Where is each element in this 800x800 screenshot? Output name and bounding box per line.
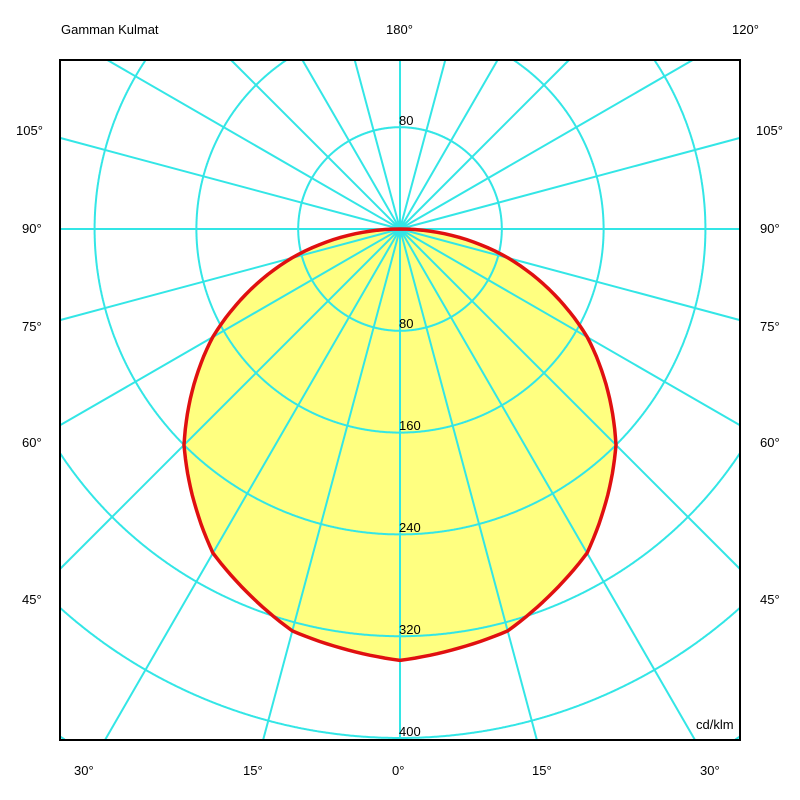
radial-tick-label: 400 bbox=[399, 724, 421, 739]
grid-ray bbox=[399, 228, 538, 741]
grid-circle bbox=[195, 59, 605, 434]
grid-ray bbox=[399, 228, 741, 322]
unit-label: cd/klm bbox=[696, 717, 734, 732]
grid-ray bbox=[301, 59, 401, 230]
bottom-angle-label: 15° bbox=[243, 763, 263, 778]
radial-tick-label: 160 bbox=[399, 418, 421, 433]
left-angle-label: 75° bbox=[22, 319, 42, 334]
grid-ray bbox=[59, 228, 401, 570]
chart-title: Gamman Kulmat bbox=[61, 22, 159, 37]
grid-ray bbox=[399, 59, 499, 230]
grid-ray bbox=[230, 59, 401, 230]
radial-tick-label: 80 bbox=[399, 113, 414, 128]
grid-ray bbox=[104, 228, 401, 741]
grid-circle bbox=[59, 607, 741, 739]
grid-ray bbox=[399, 228, 741, 570]
grid-ray bbox=[106, 59, 401, 230]
grid-ray bbox=[399, 59, 447, 230]
grid-ray bbox=[59, 228, 401, 322]
radial-tick-label: 240 bbox=[399, 520, 421, 535]
top-angle-label: 180° bbox=[386, 22, 413, 37]
grid-ray bbox=[59, 228, 401, 427]
right-angle-label: 105° bbox=[756, 123, 783, 138]
left-angle-label: 60° bbox=[22, 435, 42, 450]
bottom-angle-label: 0° bbox=[392, 763, 405, 778]
grid-circle bbox=[93, 59, 707, 536]
plot-area bbox=[59, 59, 741, 741]
intensity-curve bbox=[182, 227, 618, 663]
right-angle-label: 60° bbox=[760, 435, 780, 450]
grid-ray bbox=[399, 228, 696, 741]
bottom-angle-label: 15° bbox=[532, 763, 552, 778]
right-angle-label: 45° bbox=[760, 592, 780, 607]
left-angle-label: 45° bbox=[22, 592, 42, 607]
left-angle-label: 90° bbox=[22, 221, 42, 236]
top-right-angle-label: 120° bbox=[732, 22, 759, 37]
right-angle-label: 90° bbox=[760, 221, 780, 236]
bottom-angle-label: 30° bbox=[74, 763, 94, 778]
right-angle-label: 75° bbox=[760, 319, 780, 334]
grid-ray bbox=[59, 136, 401, 230]
grid-circle bbox=[59, 452, 741, 638]
grid-ray bbox=[399, 228, 741, 427]
left-angle-label: 105° bbox=[16, 123, 43, 138]
grid-ray bbox=[399, 59, 694, 230]
grid-ray bbox=[353, 59, 401, 230]
radial-tick-label: 80 bbox=[399, 316, 414, 331]
grid-ray bbox=[399, 136, 741, 230]
bottom-angle-label: 30° bbox=[700, 763, 720, 778]
plot-frame bbox=[59, 59, 741, 741]
radial-tick-label: 320 bbox=[399, 622, 421, 637]
grid-ray bbox=[399, 59, 570, 230]
grid-ray bbox=[262, 228, 401, 741]
